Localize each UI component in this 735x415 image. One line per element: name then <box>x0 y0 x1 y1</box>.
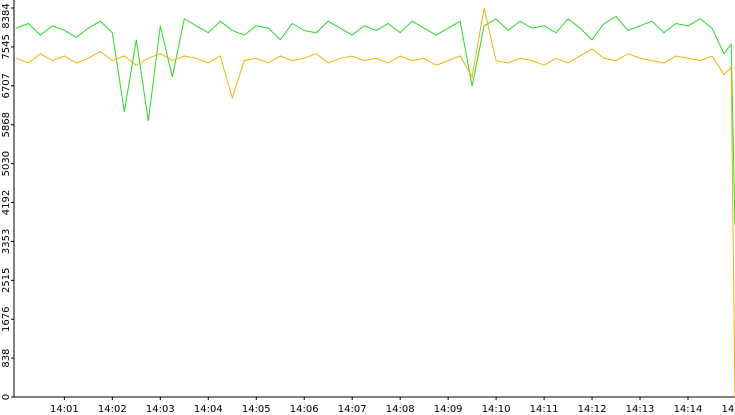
series-line <box>16 15 735 226</box>
series-line <box>16 7 735 398</box>
x-tick-label: 14:04 <box>194 404 223 415</box>
x-tick-label: 14:10 <box>482 404 511 415</box>
x-tick-label: 14:08 <box>386 404 415 415</box>
y-tick-label: 3353 <box>1 229 12 254</box>
x-tick-label: 14:15 <box>722 404 735 415</box>
y-tick-label: 1676 <box>1 307 12 332</box>
x-tick-label: 14:03 <box>146 404 175 415</box>
x-tick-label: 14:11 <box>530 404 559 415</box>
y-tick-label: 838 <box>1 349 12 368</box>
x-tick-label: 14:01 <box>50 404 79 415</box>
y-tick-label: 0 <box>1 394 12 400</box>
x-tick-label: 14:13 <box>626 404 655 415</box>
x-tick-label: 14:14 <box>674 404 703 415</box>
x-tick-label: 14:06 <box>290 404 319 415</box>
y-tick-label: 5030 <box>1 151 12 176</box>
y-tick-label: 8384 <box>1 3 12 28</box>
x-tick-label: 14:07 <box>338 404 367 415</box>
x-tick-label: 14:05 <box>242 404 271 415</box>
y-tick-label: 6707 <box>1 73 12 98</box>
y-tick-label: 7545 <box>1 34 12 59</box>
y-tick-label: 4192 <box>1 190 12 215</box>
x-tick-label: 14:12 <box>578 404 607 415</box>
x-tick-label: 14:09 <box>434 404 463 415</box>
y-tick-label: 2515 <box>1 268 12 293</box>
y-tick-label: 5868 <box>1 112 12 137</box>
x-tick-label: 14:02 <box>98 404 127 415</box>
